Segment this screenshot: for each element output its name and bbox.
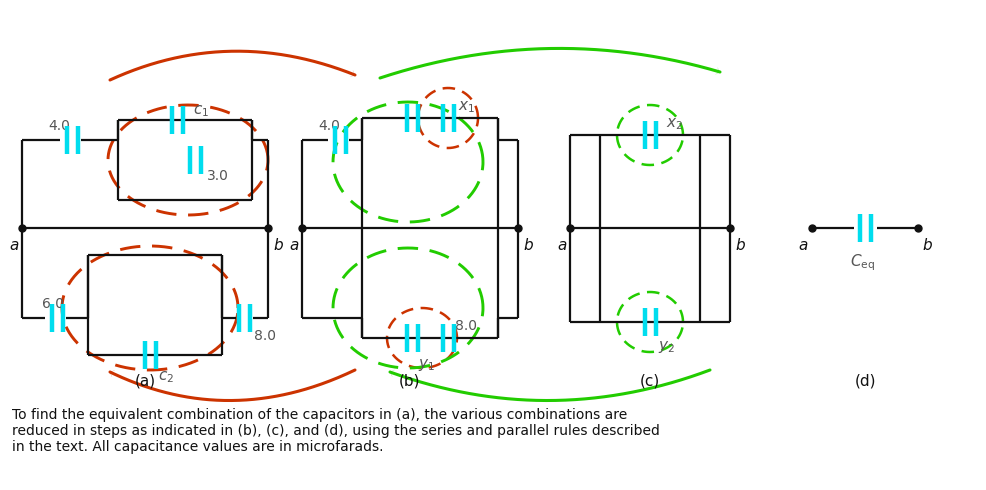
Text: $y_2$: $y_2$: [658, 339, 675, 355]
Text: (b): (b): [399, 373, 421, 388]
Text: a: a: [798, 238, 808, 253]
Text: 8.0: 8.0: [455, 319, 477, 333]
Text: b: b: [735, 238, 744, 253]
Text: $x_1$: $x_1$: [458, 99, 475, 115]
Text: 4.0: 4.0: [48, 119, 70, 133]
Text: b: b: [273, 238, 283, 253]
Text: 4.0: 4.0: [318, 119, 340, 133]
Text: To find the equivalent combination of the capacitors in (a), the various combina: To find the equivalent combination of th…: [12, 408, 660, 454]
Text: b: b: [922, 238, 932, 253]
Text: (a): (a): [134, 373, 156, 388]
Text: (d): (d): [854, 373, 876, 388]
Text: $x_2$: $x_2$: [666, 116, 683, 132]
Text: 8.0: 8.0: [254, 329, 276, 343]
Text: 3.0: 3.0: [207, 169, 229, 183]
Text: $C_{\rm eq}$: $C_{\rm eq}$: [850, 252, 876, 273]
Text: a: a: [557, 238, 566, 253]
Text: a: a: [9, 238, 19, 253]
Text: a: a: [289, 238, 299, 253]
Text: (c): (c): [640, 373, 660, 388]
Text: $c_2$: $c_2$: [158, 369, 175, 385]
Text: b: b: [523, 238, 532, 253]
Text: $c_1$: $c_1$: [193, 103, 209, 119]
Text: 6.0: 6.0: [42, 297, 64, 311]
Text: $y_1$: $y_1$: [418, 357, 435, 373]
